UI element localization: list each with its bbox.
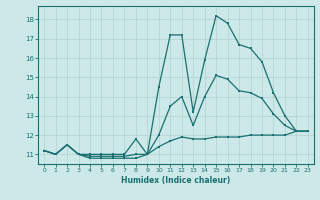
X-axis label: Humidex (Indice chaleur): Humidex (Indice chaleur) xyxy=(121,176,231,185)
